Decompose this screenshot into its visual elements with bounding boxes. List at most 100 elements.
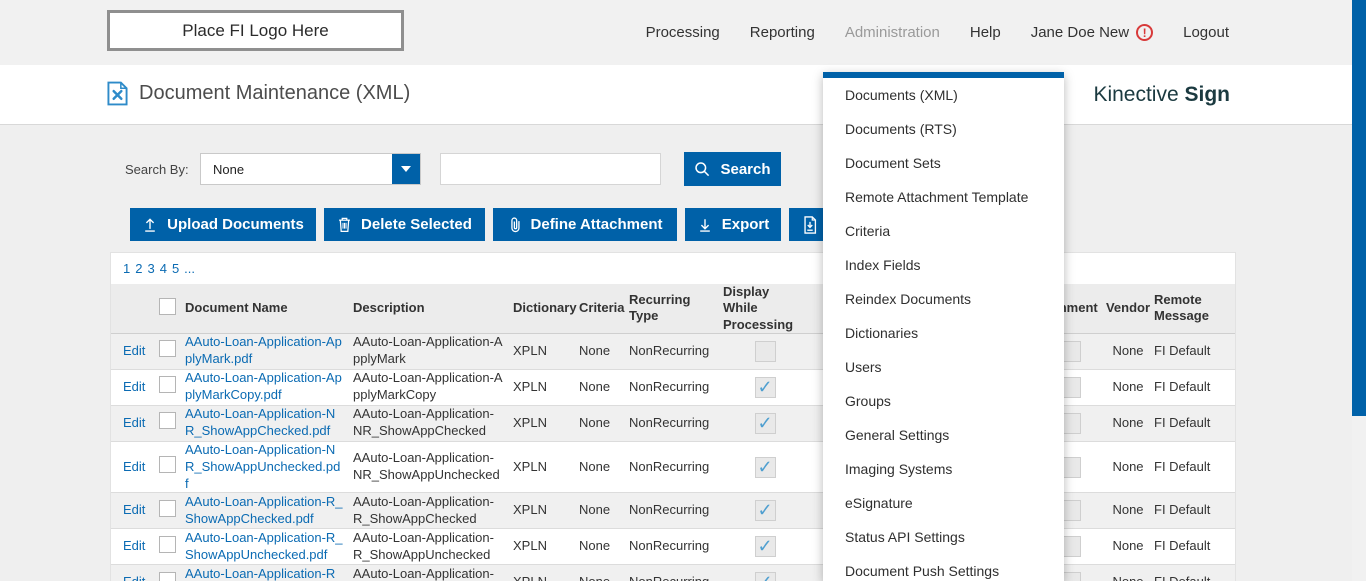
document-name-link[interactable]: AAuto-Loan-Application-ApplyMarkCopy.pdf [185, 370, 342, 403]
pagination-page-link[interactable]: 4 [159, 261, 167, 276]
pagination-page-link[interactable]: 1 [123, 261, 131, 276]
main-nav: Processing Reporting Administration Help… [646, 0, 1229, 65]
criteria-value: None [579, 369, 629, 406]
nav-user[interactable]: Jane Doe New ! [1031, 24, 1154, 41]
recurring-type-value: NonRecurring [629, 369, 723, 406]
fi-logo-placeholder: Place FI Logo Here [107, 10, 404, 51]
document-name-link[interactable]: AAuto-Loan-Application-R_ShowAppUnchecke… [185, 530, 343, 562]
edit-link[interactable]: Edit [123, 342, 146, 358]
pagination-page-link[interactable]: 3 [147, 261, 155, 276]
admin-menu-item[interactable]: Imaging Systems [845, 461, 953, 477]
dictionary-value: XPLN [513, 441, 579, 494]
display-while-processing-indicator: ✓ [754, 376, 776, 398]
admin-menu-item[interactable]: Document Sets [845, 155, 941, 171]
page-title-text: Document Maintenance (XML) [139, 82, 411, 104]
delete-selected-label: Delete Selected [361, 216, 472, 233]
table-body: Edit AAuto-Loan-Application-ApplyMark.pd… [111, 333, 1235, 581]
display-while-processing-indicator: ✓ [754, 536, 776, 558]
search-by-select[interactable]: None [200, 153, 421, 185]
table-row: Edit AAuto-Loan-Application-ApplyMark.pd… [111, 333, 1235, 370]
criteria-value: None [579, 564, 629, 581]
admin-menu-item[interactable]: Document Push Settings [845, 563, 1000, 579]
export-button[interactable]: Export [685, 208, 781, 241]
row-checkbox[interactable] [158, 571, 176, 581]
display-while-processing-indicator: ✓ [754, 456, 776, 478]
document-description: AAuto-Loan-Application-RS-AFD731-test [353, 566, 494, 581]
header-remote-message: Remote Message [1154, 284, 1235, 334]
edit-link[interactable]: Edit [123, 538, 146, 554]
pagination: 1 2 3 4 5... [111, 253, 1235, 284]
pagination-page-link[interactable]: 5 [171, 261, 180, 276]
criteria-value: None [579, 405, 629, 442]
admin-menu-item[interactable]: Reindex Documents [845, 291, 972, 307]
select-dropdown-button[interactable] [392, 154, 420, 184]
row-checkbox[interactable] [158, 412, 176, 430]
admin-menu-item[interactable]: Documents (XML) [845, 87, 958, 103]
remote-message-value: FI Default [1154, 333, 1235, 370]
header-recurring-type: Recurring Type [629, 284, 723, 334]
document-name-link[interactable]: AAuto-Loan-Application-NR_ShowAppUncheck… [185, 441, 341, 491]
edit-link[interactable]: Edit [123, 574, 145, 581]
nav-help[interactable]: Help [969, 24, 1001, 41]
search-by-label: Search By: [125, 162, 189, 177]
row-checkbox[interactable] [158, 499, 176, 517]
admin-menu-item[interactable]: Dictionaries [845, 325, 919, 341]
nav-logout[interactable]: Logout [1183, 24, 1229, 41]
admin-menu-item[interactable]: Users [845, 359, 882, 375]
row-checkbox[interactable] [158, 535, 176, 553]
recurring-type-value: NonRecurring [629, 405, 723, 442]
document-description: AAuto-Loan-Application-NR_ShowAppUncheck… [353, 450, 500, 483]
recurring-type-value: NonRecurring [629, 564, 723, 581]
dictionary-value: XPLN [513, 333, 579, 370]
edit-link[interactable]: Edit [123, 378, 146, 394]
dictionary-value: XPLN [513, 528, 579, 566]
vendor-value: None [1102, 369, 1154, 406]
select-all-checkbox[interactable] [158, 297, 176, 315]
document-description: AAuto-Loan-Application-R_ShowAppChecked [353, 494, 494, 526]
admin-menu-item[interactable]: Status API Settings [845, 529, 965, 545]
nav-administration[interactable]: Administration [844, 24, 940, 41]
title-bar: Document Maintenance (XML) Kinective Sig… [0, 65, 1352, 125]
row-checkbox[interactable] [158, 340, 176, 358]
edit-link[interactable]: Edit [123, 458, 146, 474]
edit-link[interactable]: Edit [123, 414, 146, 430]
trash-icon [339, 217, 350, 232]
document-description: AAuto-Loan-Application-NR_ShowAppChecked [353, 406, 494, 439]
admin-menu-item[interactable]: General Settings [845, 427, 950, 443]
document-name-link[interactable]: AAuto-Loan-Application-ApplyMark.pdf [185, 334, 342, 367]
row-checkbox[interactable] [158, 376, 176, 394]
edit-link[interactable]: Edit [123, 502, 146, 518]
search-input[interactable] [440, 153, 661, 185]
scrollbar-thumb[interactable] [1352, 0, 1366, 416]
admin-menu-item[interactable]: Documents (RTS) [845, 121, 957, 137]
admin-menu-item[interactable]: Remote Attachment Template [845, 189, 1029, 205]
delete-selected-button[interactable]: Delete Selected [324, 208, 485, 241]
remote-message-value: FI Default [1154, 564, 1235, 581]
admin-menu-item[interactable]: eSignature [845, 495, 913, 511]
remote-message-value: FI Default [1154, 405, 1235, 442]
upload-documents-button[interactable]: Upload Documents [130, 208, 316, 241]
admin-menu-item[interactable]: Groups [845, 393, 891, 409]
page-scrollbar [1352, 0, 1366, 581]
dictionary-value: XPLN [513, 564, 579, 581]
define-attachment-button[interactable]: Define Attachment [493, 208, 677, 241]
row-checkbox[interactable] [158, 456, 176, 474]
criteria-value: None [579, 441, 629, 494]
document-name-link[interactable]: AAuto-Loan-Application-RS-AFD731-test.pd… [185, 566, 336, 581]
admin-menu-item[interactable]: Criteria [845, 223, 891, 239]
remote-message-value: FI Default [1154, 492, 1235, 530]
search-button-label: Search [720, 160, 771, 178]
nav-processing[interactable]: Processing [645, 24, 720, 41]
pagination-page-link[interactable]: ... [184, 261, 196, 276]
document-name-link[interactable]: AAuto-Loan-Application-R_ShowAppChecked.… [185, 494, 343, 526]
document-name-link[interactable]: AAuto-Loan-Application-NR_ShowAppChecked… [185, 406, 336, 439]
remote-message-value: FI Default [1154, 441, 1235, 494]
search-button[interactable]: Search [684, 152, 781, 186]
paperclip-icon [510, 216, 520, 232]
dictionary-value: XPLN [513, 405, 579, 442]
nav-reporting[interactable]: Reporting [749, 24, 815, 41]
pagination-page-link[interactable]: 2 [135, 261, 143, 276]
recurring-type-value: NonRecurring [629, 528, 723, 566]
recurring-type-value: NonRecurring [629, 441, 723, 494]
admin-menu-item[interactable]: Index Fields [845, 257, 921, 273]
